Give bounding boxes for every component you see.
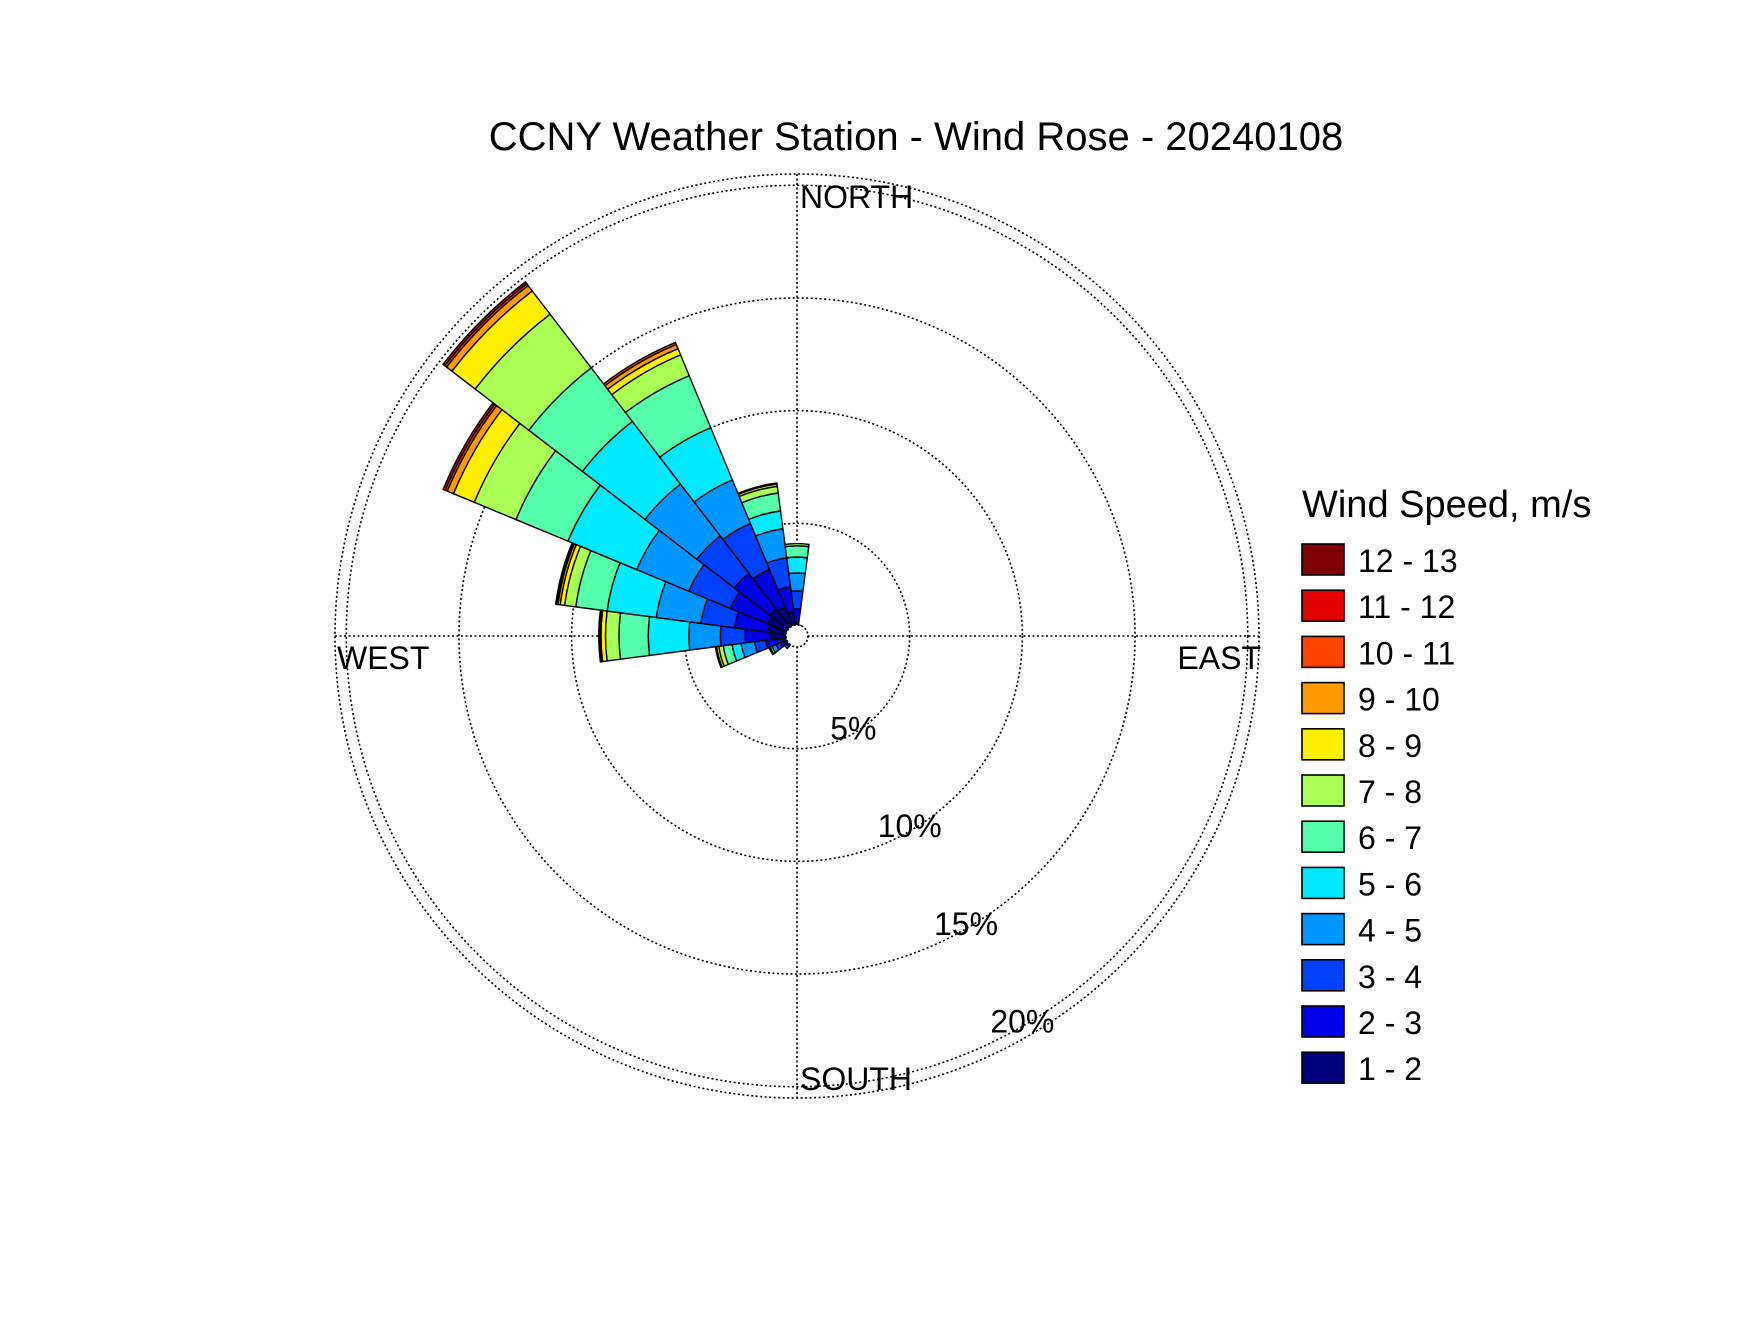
legend-swatch-4-5: [1301, 912, 1345, 946]
legend-label-4-5: 4 - 5: [1358, 913, 1422, 949]
legend-swatch-9-10: [1301, 681, 1345, 715]
grid-ring-5: [683, 522, 911, 750]
legend-title: Wind Speed, m/s: [1302, 484, 1591, 526]
label-north: NORTH: [800, 179, 913, 215]
sector-0-bin-2-3: [792, 608, 802, 624]
label-south: SOUTH: [800, 1061, 912, 1097]
sector-270-bin-4-5: [688, 621, 722, 651]
legend-swatch-12-13: [1301, 543, 1345, 576]
sector-330: [602, 341, 795, 630]
legend-swatch-11-12: [1301, 589, 1345, 623]
sector-240-bin-6-7: [767, 646, 775, 656]
legend-swatch-2-3: [1301, 1005, 1345, 1038]
legend-swatch-5-6: [1301, 866, 1345, 900]
sector-0-bin-7-8: [784, 542, 810, 548]
legend-label-3-4: 3 - 4: [1358, 959, 1422, 995]
sector-330-bin-10-11: [602, 341, 678, 387]
sector-315: [442, 281, 792, 631]
sector-300: [442, 401, 791, 634]
radial-tick-label-15: 15%: [934, 906, 998, 942]
axis-labels: NORTH SOUTH WEST EAST 5% 10% 15% 20%: [337, 179, 1261, 1097]
sector-270-bin-6-7: [618, 611, 651, 661]
legend-label-10-11: 10 - 11: [1358, 635, 1455, 671]
sector-240: [767, 638, 791, 656]
legend-swatch-10-11: [1301, 635, 1345, 669]
calm-center: [785, 624, 809, 648]
sector-225-bin-3-4: [783, 643, 790, 650]
legend-label-8-9: 8 - 9: [1358, 728, 1422, 764]
legend-label-1-2: 1 - 2: [1358, 1051, 1422, 1087]
grid-ring-10: [570, 409, 1024, 863]
wind-sectors: [442, 281, 810, 669]
chart-title: CCNY Weather Station - Wind Rose - 20240…: [489, 115, 1344, 159]
legend-label-7-8: 7 - 8: [1358, 774, 1422, 810]
legend-swatch-8-9: [1301, 727, 1345, 761]
legend-swatch-7-8: [1301, 774, 1345, 807]
sector-0-bin-4-5: [787, 572, 807, 593]
legend-swatch-3-4: [1301, 958, 1345, 992]
sector-270-bin-7-8: [604, 610, 622, 662]
sector-285: [554, 541, 789, 636]
sector-270: [598, 609, 788, 663]
legend-label-5-6: 5 - 6: [1358, 866, 1422, 902]
radial-tick-label-20: 20%: [990, 1003, 1054, 1039]
legend-label-2-3: 2 - 3: [1358, 1005, 1422, 1041]
legend-label-9-10: 9 - 10: [1358, 682, 1440, 718]
legend-label-12-13: 12 - 13: [1358, 543, 1458, 579]
label-east: EAST: [1177, 640, 1261, 676]
sector-0-bin-5-6: [785, 556, 809, 575]
label-west: WEST: [337, 640, 429, 676]
sector-345-bin-9-10: [737, 482, 778, 496]
radial-tick-label-10: 10%: [878, 808, 942, 844]
legend-label-6-7: 6 - 7: [1358, 820, 1422, 856]
sector-315-bin-11-12: [442, 281, 528, 367]
sector-0: [784, 542, 810, 627]
grid-ring-15: [458, 297, 1136, 975]
legend-swatch-6-7: [1301, 820, 1345, 854]
grid-ring-20: [345, 184, 1249, 1088]
radial-tick-label-5: 5%: [830, 711, 876, 747]
polar-grid: [334, 173, 1260, 1099]
legend-swatch-1-2: [1301, 1051, 1345, 1084]
sector-0-bin-6-7: [784, 545, 810, 559]
legend: Wind Speed, m/s 12 - 13 11 - 12 10 - 11 9 -…: [1301, 484, 1591, 1087]
legend-label-11-12: 11 - 12: [1358, 589, 1455, 625]
sector-270-bin-5-6: [647, 615, 691, 657]
sector-0-bin-3-4: [790, 590, 804, 610]
